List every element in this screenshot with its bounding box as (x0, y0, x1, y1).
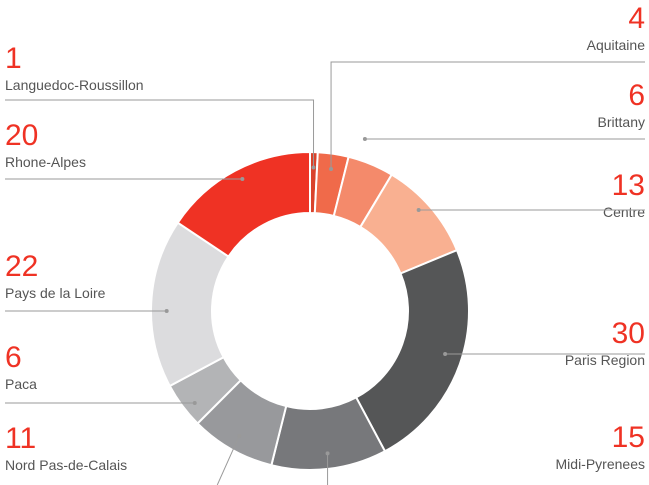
category-label: Midi-Pyrenees (556, 456, 645, 472)
value-label: 6 (5, 341, 22, 374)
value-label: 6 (628, 79, 645, 112)
leader-dot (192, 401, 197, 405)
value-label: 22 (5, 250, 38, 283)
leader-dot (237, 433, 242, 438)
value-label: 30 (612, 317, 645, 350)
leader-dot (362, 137, 367, 141)
category-label: Paca (5, 376, 37, 392)
leader-dot (416, 208, 421, 212)
value-label: 11 (5, 422, 36, 455)
value-label: 15 (612, 421, 645, 454)
leader-dot (325, 451, 330, 456)
value-label: 20 (5, 119, 38, 152)
category-label: Rhone-Alpes (5, 154, 86, 170)
donut-slice (354, 248, 470, 453)
category-label: Paris Region (565, 352, 645, 368)
category-label: Brittany (598, 114, 645, 130)
leader-dot (311, 165, 316, 170)
donut-slice (176, 150, 311, 258)
leader-dot (164, 309, 169, 313)
leader-dot (443, 352, 448, 356)
leader-line (5, 99, 315, 168)
value-label: 4 (628, 2, 645, 35)
category-label: Nord Pas-de-Calais (5, 457, 127, 473)
leader-line (330, 61, 645, 170)
leader-line (216, 435, 240, 485)
leader-dot (329, 167, 334, 172)
category-label: Languedoc-Roussillon (5, 77, 144, 93)
value-label: 13 (612, 169, 645, 202)
leader-dot (240, 177, 245, 181)
category-label: Centre (603, 204, 645, 220)
value-label: 1 (5, 42, 22, 75)
category-label: Aquitaine (587, 37, 646, 53)
category-label: Pays de la Loire (5, 285, 106, 301)
